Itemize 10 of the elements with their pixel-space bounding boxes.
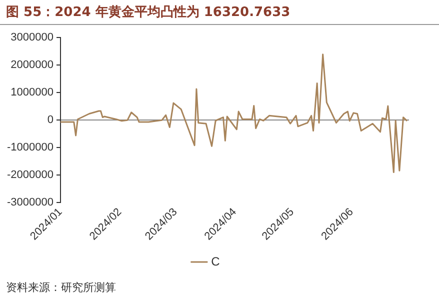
y-tick-label: -1000000 xyxy=(6,142,54,154)
legend-label: C xyxy=(211,254,220,268)
y-tick-label: 1000000 xyxy=(10,86,54,99)
y-tick-label: -3000000 xyxy=(6,196,54,209)
text: 资料来源：研究所测算 xyxy=(6,280,116,295)
y-tick-label: 2000000 xyxy=(10,59,54,72)
y-tick-label: -2000000 xyxy=(6,169,54,182)
y-tick-label: 0 xyxy=(47,114,54,126)
y-tick-label: 3000000 xyxy=(10,32,54,44)
chart-title: 图 55：2024 年黄金平均凸性为 16320.7633 xyxy=(6,4,290,21)
